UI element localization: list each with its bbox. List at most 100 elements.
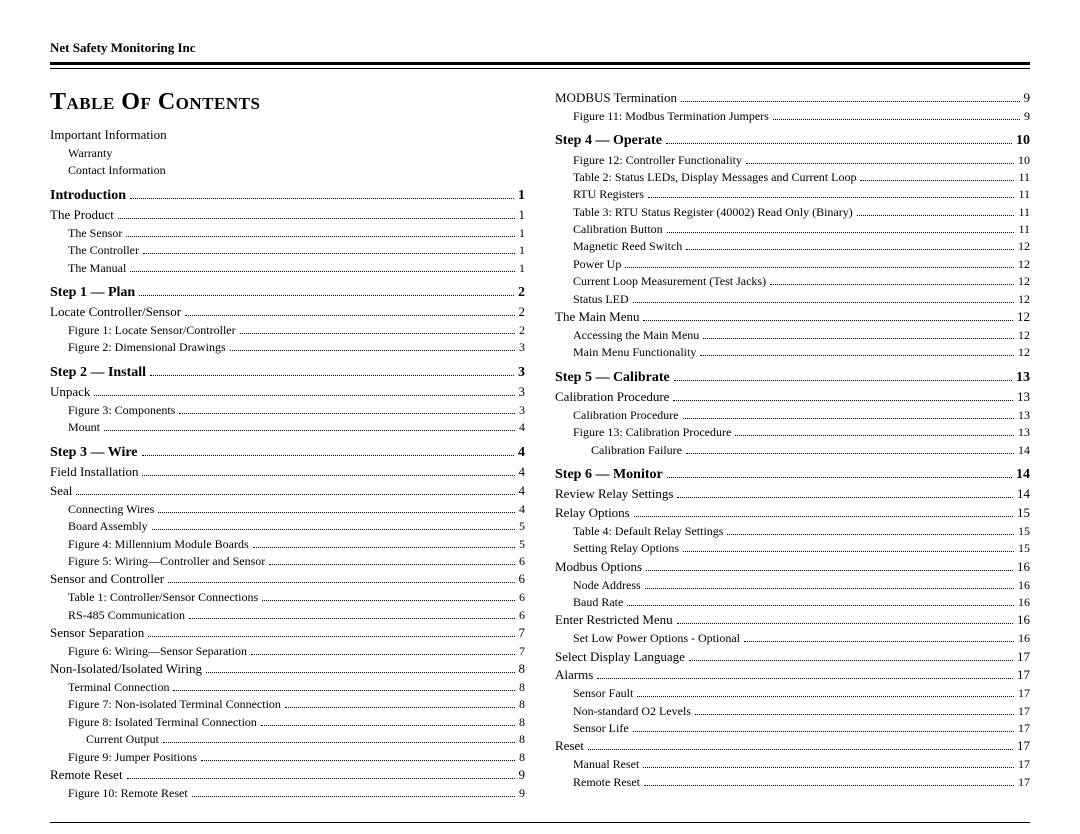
toc-entry-page: 17	[1018, 720, 1030, 737]
toc-entry-page: 2	[519, 322, 525, 339]
toc-entry-label: Terminal Connection	[68, 679, 169, 696]
toc-entry-label: Table 4: Default Relay Settings	[573, 523, 723, 540]
toc-entry: Calibration Procedure13	[555, 407, 1030, 424]
toc-left-column: Table Of Contents Important InformationW…	[50, 89, 525, 802]
toc-leader-dots	[770, 278, 1014, 285]
toc-leader-dots	[674, 373, 1012, 381]
toc-leader-dots	[860, 174, 1014, 181]
toc-entry-page: 2	[518, 283, 525, 303]
toc-entry-label: Relay Options	[555, 504, 630, 523]
toc-entry-page: 9	[1024, 108, 1030, 125]
toc-entry-page: 6	[519, 589, 525, 606]
toc-leader-dots	[683, 545, 1014, 552]
toc-entry-label: Table 1: Controller/Sensor Connections	[68, 589, 258, 606]
toc-entry-label: Calibration Procedure	[555, 388, 669, 407]
toc-entry: Step 4 — Operate10	[555, 131, 1030, 151]
toc-entry-page: 12	[1018, 344, 1030, 361]
toc-entry-label: Seal	[50, 482, 72, 501]
toc-entry: Figure 10: Remote Reset9	[50, 785, 525, 802]
toc-entry-label: Setting Relay Options	[573, 540, 679, 557]
toc-leader-dots	[648, 191, 1014, 198]
toc-entry: Non-standard O2 Levels17	[555, 703, 1030, 720]
toc-entry-page: 13	[1018, 424, 1030, 441]
bottom-rule	[50, 822, 1030, 823]
toc-leader-dots	[681, 95, 1020, 103]
toc-entry-page: 8	[519, 660, 526, 679]
toc-leader-dots	[634, 510, 1013, 518]
toc-entry: Sensor and Controller6	[50, 570, 525, 589]
toc-entry-page: 12	[1017, 308, 1030, 327]
toc-entry: Figure 3: Components3	[50, 402, 525, 419]
toc-entry-page: 9	[1024, 89, 1031, 108]
toc-entry-page: 1	[518, 186, 525, 206]
toc-entry: Important Information	[50, 126, 525, 145]
toc-entry: Manual Reset17	[555, 756, 1030, 773]
toc-entry: Modbus Options16	[555, 558, 1030, 577]
toc-leader-dots	[230, 344, 515, 351]
toc-entry-label: Figure 7: Non-isolated Terminal Connecti…	[68, 696, 281, 713]
toc-entry: Figure 12: Controller Functionality10	[555, 152, 1030, 169]
toc-entry: Warranty	[50, 145, 525, 162]
toc-leader-dots	[158, 506, 515, 513]
toc-entry-label: Non-standard O2 Levels	[573, 703, 691, 720]
toc-entry: Mount4	[50, 419, 525, 436]
toc-leader-dots	[262, 594, 515, 601]
toc-entry-page: 13	[1018, 407, 1030, 424]
toc-entry-label: Step 2 — Install	[50, 363, 146, 383]
toc-entry: The Main Menu12	[555, 308, 1030, 327]
toc-entry-page: 12	[1018, 256, 1030, 273]
page-header: Net Safety Monitoring Inc	[50, 40, 1030, 69]
toc-leader-dots	[645, 582, 1014, 589]
toc-entry-page: 11	[1018, 221, 1030, 238]
toc-entry-label: Reset	[555, 737, 584, 756]
toc-leader-dots	[285, 701, 515, 708]
toc-entry: Current Output8	[50, 731, 525, 748]
toc-entry-label: Figure 5: Wiring—Controller and Sensor	[68, 553, 265, 570]
toc-leader-dots	[633, 296, 1014, 303]
toc-leader-dots	[130, 265, 515, 272]
toc-leader-dots	[695, 708, 1014, 715]
toc-entry-label: Modbus Options	[555, 558, 642, 577]
toc-leader-dots	[192, 790, 515, 797]
toc-entry-label: Board Assembly	[68, 518, 148, 535]
toc-entry-page: 7	[519, 643, 525, 660]
toc-entry: Step 6 — Monitor14	[555, 465, 1030, 485]
toc-leader-dots	[142, 469, 514, 477]
toc-leader-dots	[646, 563, 1013, 571]
toc-leader-dots	[700, 349, 1014, 356]
toc-leader-dots	[261, 719, 515, 726]
toc-entry: The Sensor1	[50, 225, 525, 242]
toc-entry-label: Field Installation	[50, 463, 138, 482]
toc-leader-dots	[686, 447, 1014, 454]
toc-leader-dots	[689, 653, 1013, 661]
toc-leader-dots	[206, 666, 515, 674]
toc-entry-label: The Product	[50, 206, 114, 225]
toc-entry: Seal4	[50, 482, 525, 501]
toc-leader-dots	[143, 247, 515, 254]
toc-entry-label: Baud Rate	[573, 594, 623, 611]
toc-entry: Step 1 — Plan2	[50, 283, 525, 303]
toc-leader-dots	[126, 230, 515, 237]
toc-entry-page: 16	[1017, 611, 1030, 630]
toc-entry-page: 15	[1017, 504, 1030, 523]
toc-leader-dots	[173, 684, 515, 691]
toc-entry-label: Step 3 — Wire	[50, 443, 138, 463]
toc-entry: Alarms17	[555, 666, 1030, 685]
toc-entry: Figure 7: Non-isolated Terminal Connecti…	[50, 696, 525, 713]
toc-entry: Sensor Fault17	[555, 685, 1030, 702]
toc-entry-page: 12	[1018, 291, 1030, 308]
toc-entry-page: 17	[1017, 737, 1030, 756]
toc-entry: The Manual 1	[50, 260, 525, 277]
toc-entry: Figure 9: Jumper Positions8	[50, 749, 525, 766]
toc-entry-label: Figure 4: Millennium Module Boards	[68, 536, 249, 553]
toc-leader-dots	[683, 412, 1014, 419]
toc-leader-dots	[148, 629, 514, 637]
toc-leader-dots	[673, 393, 1013, 401]
toc-leader-dots	[666, 136, 1012, 144]
toc-entry-page: 1	[519, 206, 526, 225]
toc-entry-label: MODBUS Termination	[555, 89, 677, 108]
toc-entry-label: Remote Reset	[50, 766, 123, 785]
toc-entry-page: 1	[519, 260, 525, 277]
toc-leader-dots	[152, 523, 515, 530]
toc-entry-label: The Manual	[68, 260, 126, 277]
